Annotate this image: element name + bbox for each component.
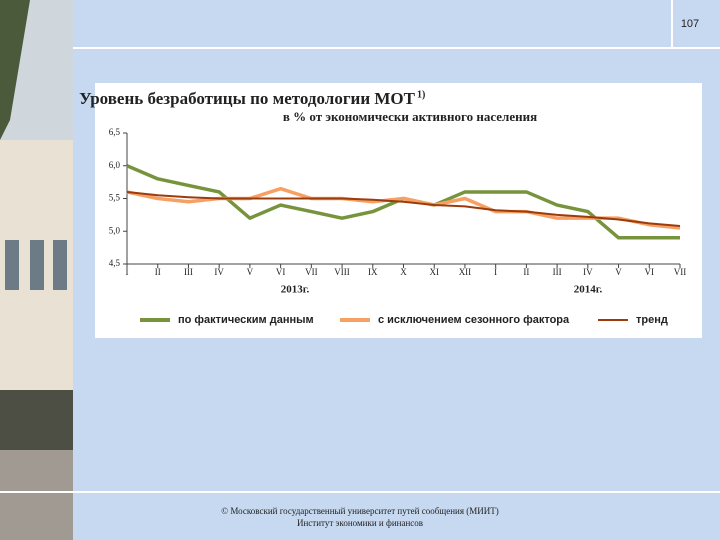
x-tick-label: V [615,267,622,277]
x-tick-label: XI [429,267,439,277]
x-tick-label: I [494,267,497,277]
series-line [126,190,681,228]
x-tick-label: V [247,267,254,277]
y-tick-label: 6,5 [109,127,121,137]
x-tick-label: III [184,267,193,277]
photo [0,0,73,540]
x-tick-label: VI [645,267,655,277]
x-tick-label: II [523,267,529,277]
legend-label: тренд [636,314,668,326]
footer: Институт экономики и финансов [297,518,423,528]
x-tick-label: VI [276,267,286,277]
x-tick-label: VIII [334,267,350,277]
page-number: 107 [681,18,699,30]
x-tick-label: VII [674,267,687,277]
chart-subtitle: в % от экономически активного населения [283,109,537,124]
x-tick-label: X [400,267,407,277]
y-tick-label: 4,5 [109,258,121,268]
x-tick-label: II [155,267,161,277]
x-tick-label: IV [214,267,224,277]
x-tick-label: IX [368,267,378,277]
x-tick-label: XII [459,267,472,277]
x-tick-label: III [553,267,562,277]
x-tick-label: VII [305,267,318,277]
title-note: 1) [417,89,425,100]
y-tick-label: 5,5 [109,193,121,203]
x-tick-label: I [126,267,129,277]
x-tick-label: IV [583,267,593,277]
chart-panel [95,83,702,338]
year-label: 2014г. [574,284,603,296]
year-label: 2013г. [281,284,310,296]
legend-label: с исключением сезонного фактора [378,314,570,326]
chart-title: Уровень безработицы по методологии МОТ [79,89,416,108]
y-tick-label: 5,0 [109,225,121,235]
legend-label: по фактическим данным [178,314,314,326]
y-tick-label: 6,0 [109,160,121,170]
footer: © Московский государственный университет… [221,506,498,516]
